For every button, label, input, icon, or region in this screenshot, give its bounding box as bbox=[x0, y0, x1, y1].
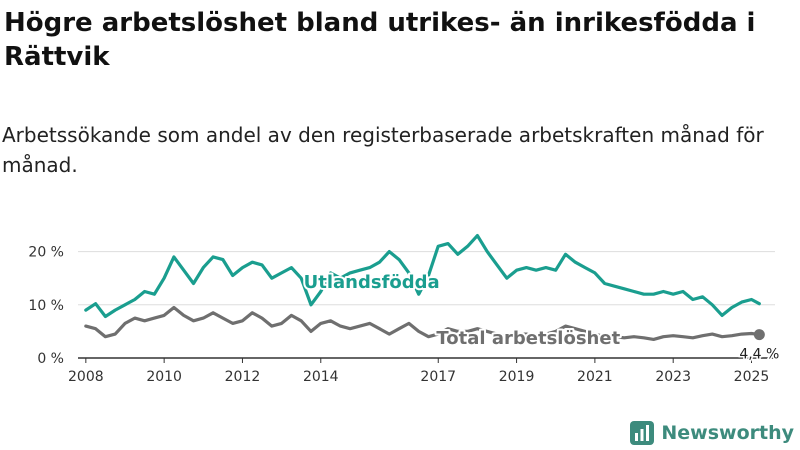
line-chart: 0 % 10 % 20 % 2008 2010 2012 2014 2017 2019 2021… bbox=[28, 234, 781, 385]
end-value-label: 4,4 % bbox=[739, 347, 779, 363]
x-tick-label: 2021 bbox=[577, 369, 613, 385]
end-point-marker bbox=[753, 329, 765, 341]
chart-title: Högre arbetslöshet bland utrikes- än inr… bbox=[4, 8, 756, 72]
x-tick-label: 2017 bbox=[420, 369, 456, 385]
brand: Newsworthy bbox=[629, 420, 794, 446]
y-tick-label: 10 % bbox=[28, 298, 64, 314]
series-label-utlandsfodda: Utlandsfödda bbox=[304, 272, 440, 293]
gridlines bbox=[78, 251, 775, 359]
series-labels: Utlandsfödda Total arbetslöshet 4,4 % bbox=[302, 270, 781, 364]
x-tick-label: 2010 bbox=[146, 369, 182, 385]
x-tick-label: 2023 bbox=[655, 369, 691, 385]
chart-subtitle: Arbetssökande som andel av den registerb… bbox=[2, 123, 764, 177]
brand-name: Newsworthy bbox=[661, 422, 794, 444]
x-tick-label: 2014 bbox=[303, 369, 339, 385]
x-axis: 2008 2010 2012 2014 2017 2019 2021 2023 2025 bbox=[68, 358, 769, 385]
chart-logo-icon bbox=[630, 421, 655, 445]
y-axis: 0 % 10 % 20 % bbox=[28, 245, 64, 367]
y-tick-label: 0 % bbox=[37, 351, 64, 367]
series-line-utlandsfodda bbox=[84, 234, 761, 319]
x-tick-label: 2025 bbox=[734, 369, 770, 385]
y-tick-label: 20 % bbox=[28, 245, 64, 261]
x-tick-label: 2008 bbox=[68, 369, 104, 385]
series-lines bbox=[84, 234, 761, 341]
x-tick-label: 2012 bbox=[225, 369, 261, 385]
series-label-total: Total arbetslöshet bbox=[436, 328, 620, 349]
x-tick-label: 2019 bbox=[499, 369, 535, 385]
series-line-total bbox=[84, 305, 761, 341]
